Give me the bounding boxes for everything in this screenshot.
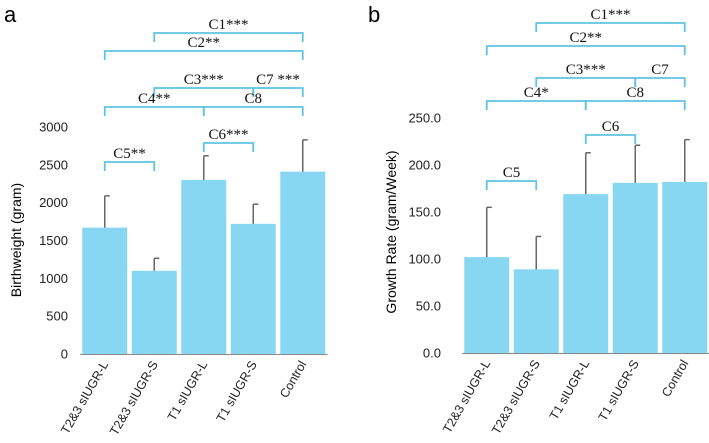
- comparison-label: C2**: [569, 30, 602, 46]
- comparison-bracket: [202, 142, 255, 152]
- bar: [82, 227, 128, 354]
- x-tick-label: T2&3 sIUGR-L: [58, 358, 111, 436]
- x-tick-label: T1 sIUGR-S: [214, 359, 260, 425]
- x-tick-label: T1 sIUGR-L: [547, 357, 592, 422]
- comparison-bracket: [103, 50, 304, 60]
- panel-a-comparison-brackets: C1*** C2** C3*** C7 *** C4** C8 C6*** C5**: [103, 17, 304, 171]
- comparison-bracket: [485, 45, 686, 55]
- comparison-bracket: [202, 106, 304, 116]
- bar: [230, 223, 276, 354]
- x-tick-label: T2&3 sIUGR-S: [107, 359, 161, 438]
- comparison-bracket: [252, 87, 304, 97]
- comparison-label: C8: [244, 91, 262, 107]
- comparison-bracket: [485, 180, 538, 190]
- comparison-label: C5: [503, 165, 521, 181]
- bar: [612, 182, 658, 353]
- y-tick-label: 0.0: [423, 346, 441, 361]
- comparison-label: C4*: [524, 85, 549, 101]
- panel-b-x-tick-labels: T2&3 sIUGR-LT2&3 sIUGR-S T1 sIUGR-L T1 sIU…: [440, 357, 691, 436]
- comparison-label: C4**: [138, 91, 171, 107]
- y-tick-label: 150.0: [408, 205, 441, 220]
- panel-a-x-tick-labels: T2&3 sIUGR-LT2&3 sIUGR-S T1 sIUGR-L T1 sIU…: [58, 358, 309, 437]
- bar: [563, 194, 609, 353]
- bar: [662, 181, 708, 353]
- comparison-label: C8: [626, 85, 644, 101]
- comparison-bracket: [153, 32, 304, 42]
- x-tick-label: Control: [277, 359, 309, 401]
- comparison-label: C3***: [184, 72, 224, 88]
- comparison-label: C6: [602, 119, 620, 135]
- y-tick-label: 1000: [39, 271, 68, 286]
- comparison-label: C2**: [187, 35, 220, 51]
- comparison-bracket: [634, 77, 686, 87]
- x-tick-label: T1 sIUGR-S: [596, 358, 642, 424]
- comparison-label: C7: [651, 62, 669, 78]
- comparison-label: C5**: [113, 146, 146, 162]
- panel-a-letter: a: [4, 2, 17, 27]
- comparison-bracket: [535, 22, 686, 32]
- panel-b-y-ticks: 0.0 50.0 100.0 150.0 200.0 250.0: [408, 111, 441, 361]
- bar: [464, 257, 510, 353]
- panel-a-error-bars: [104, 139, 308, 271]
- y-tick-label: 1500: [39, 233, 68, 248]
- bar: [513, 269, 559, 353]
- comparison-bracket: [485, 100, 587, 110]
- comparison-bracket: [535, 77, 637, 87]
- y-tick-label: 3000: [39, 120, 68, 135]
- y-tick-label: 2500: [39, 157, 68, 172]
- bar: [131, 270, 177, 354]
- y-tick-label: 2000: [39, 195, 68, 210]
- x-tick-label: Control: [659, 358, 691, 400]
- panel-a-bars: [82, 171, 326, 354]
- x-tick-label: T1 sIUGR-L: [165, 358, 210, 423]
- comparison-label: C6***: [208, 127, 248, 143]
- y-tick-label: 100.0: [408, 252, 441, 267]
- comparison-bracket: [103, 161, 156, 171]
- comparison-bracket: [103, 106, 205, 116]
- comparison-bracket: [584, 134, 637, 144]
- bar: [181, 179, 227, 354]
- comparison-label: C1***: [590, 7, 630, 23]
- comparison-label: C3***: [566, 62, 606, 78]
- y-tick-label: 0: [61, 347, 68, 362]
- panel-b: b Growth Rate (gram/Week) 0.0 50.0 100.0 15…: [368, 2, 709, 437]
- comparison-bracket: [584, 100, 686, 110]
- panel-b-error-bars: [486, 138, 690, 270]
- panel-b-comparison-brackets: C1*** C2** C3*** C7 C4* C8 C6 C5: [485, 7, 686, 190]
- y-tick-label: 200.0: [408, 158, 441, 173]
- bar: [280, 171, 326, 354]
- panel-b-letter: b: [368, 2, 380, 27]
- panel-a-y-ticks: 0 500 1000 1500 2000 2500 3000: [39, 120, 68, 362]
- x-tick-label: T2&3 sIUGR-S: [489, 358, 543, 437]
- y-tick-label: 500: [46, 309, 68, 324]
- panel-b-y-axis-label: Growth Rate (gram/Week): [383, 150, 399, 313]
- x-tick-label: T2&3 sIUGR-L: [440, 357, 493, 435]
- y-tick-label: 250.0: [408, 111, 441, 126]
- y-tick-label: 50.0: [416, 299, 441, 314]
- comparison-label: C7 ***: [256, 72, 300, 88]
- comparison-label: C1***: [208, 17, 248, 33]
- panel-a-y-axis-label: Birthweight (gram): [8, 183, 24, 297]
- panel-a: a Birthweight (gram) 0 500 1000 1500 2000 250…: [4, 2, 328, 438]
- panel-b-bars: [464, 181, 708, 353]
